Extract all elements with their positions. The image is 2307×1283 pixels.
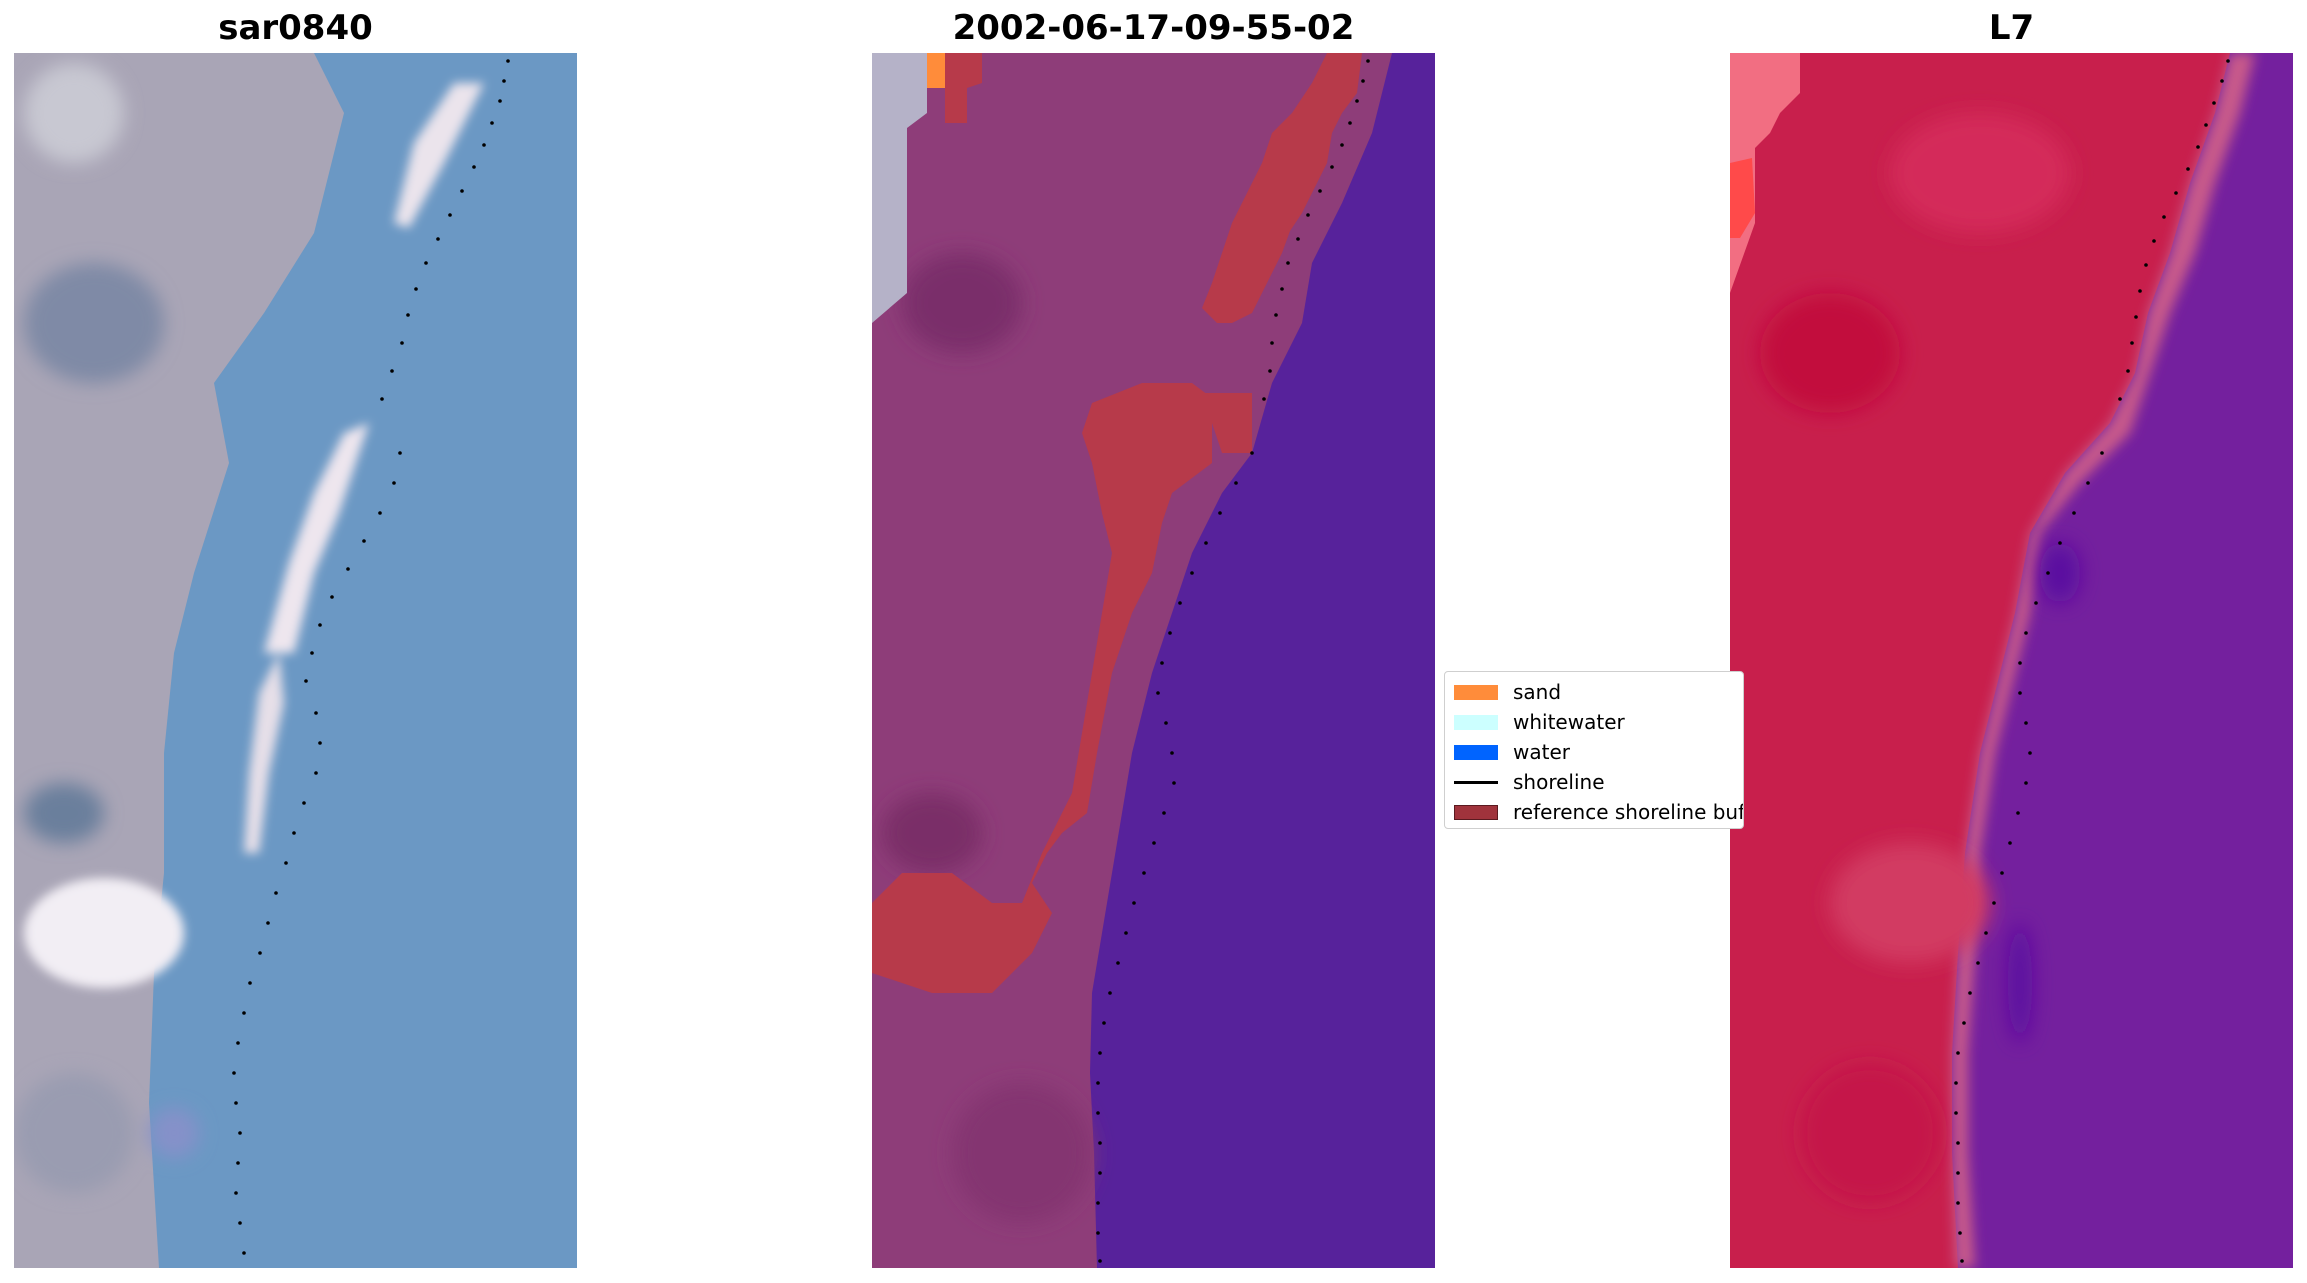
falsecolor-bright-patch bbox=[1730, 53, 1800, 293]
classified-image-panel bbox=[872, 53, 1435, 1268]
rgb-image-panel bbox=[14, 53, 577, 1268]
classified-image bbox=[872, 53, 1435, 1268]
legend-label-reference-buffer: reference shoreline buffer bbox=[1513, 800, 1744, 824]
classified-buffer bbox=[872, 53, 1362, 993]
reference-buffer-swatch bbox=[1454, 805, 1498, 820]
legend-item-sand: sand bbox=[1445, 676, 1743, 706]
legend: sand whitewater water shoreline referenc… bbox=[1444, 671, 1744, 829]
panel-title-falsecolor: L7 bbox=[1988, 8, 2035, 48]
panel-title-rgb: sar0840 bbox=[218, 8, 373, 48]
rgb-image bbox=[14, 53, 577, 1268]
classified-sand-patch bbox=[927, 53, 945, 88]
legend-item-shoreline: shoreline bbox=[1445, 766, 1743, 796]
legend-item-reference-buffer: reference shoreline buffer bbox=[1445, 796, 1744, 826]
legend-label-shoreline: shoreline bbox=[1513, 770, 1605, 794]
panel-title-classified: 2002-06-17-09-55-02 bbox=[952, 8, 1355, 48]
shoreline-line-swatch bbox=[1454, 781, 1498, 784]
sand-swatch bbox=[1454, 685, 1498, 700]
rgb-shoreline bbox=[232, 59, 510, 1255]
legend-item-whitewater: whitewater bbox=[1445, 706, 1743, 736]
legend-item-water: water bbox=[1445, 736, 1743, 766]
legend-label-sand: sand bbox=[1513, 680, 1562, 704]
false-color-image bbox=[1730, 53, 2293, 1268]
legend-label-whitewater: whitewater bbox=[1513, 710, 1625, 734]
falsecolor-shoreline bbox=[1954, 59, 2230, 1263]
legend-label-water: water bbox=[1513, 740, 1570, 764]
classified-whitewater-patch bbox=[872, 53, 927, 323]
classified-shoreline bbox=[1096, 59, 1370, 1263]
false-color-image-panel bbox=[1730, 53, 2293, 1268]
water-swatch bbox=[1454, 745, 1498, 760]
whitewater-swatch bbox=[1454, 715, 1498, 730]
